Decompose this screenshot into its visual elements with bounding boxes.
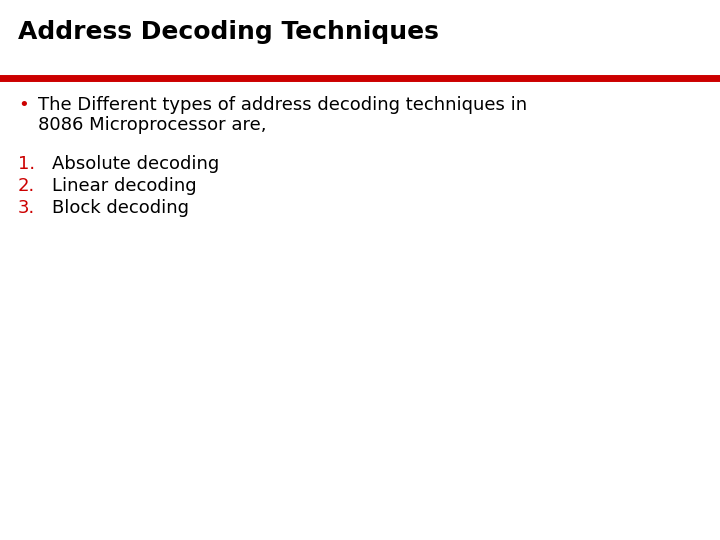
Text: 8086 Microprocessor are,: 8086 Microprocessor are, <box>38 116 266 134</box>
Text: The Different types of address decoding techniques in: The Different types of address decoding … <box>38 96 527 114</box>
Text: Absolute decoding: Absolute decoding <box>52 155 220 173</box>
Text: •: • <box>18 96 29 114</box>
Text: Address Decoding Techniques: Address Decoding Techniques <box>18 20 439 44</box>
Text: 1.: 1. <box>18 155 35 173</box>
Text: 3.: 3. <box>18 199 35 217</box>
Text: Linear decoding: Linear decoding <box>52 177 197 195</box>
Text: 2.: 2. <box>18 177 35 195</box>
Text: Block decoding: Block decoding <box>52 199 189 217</box>
